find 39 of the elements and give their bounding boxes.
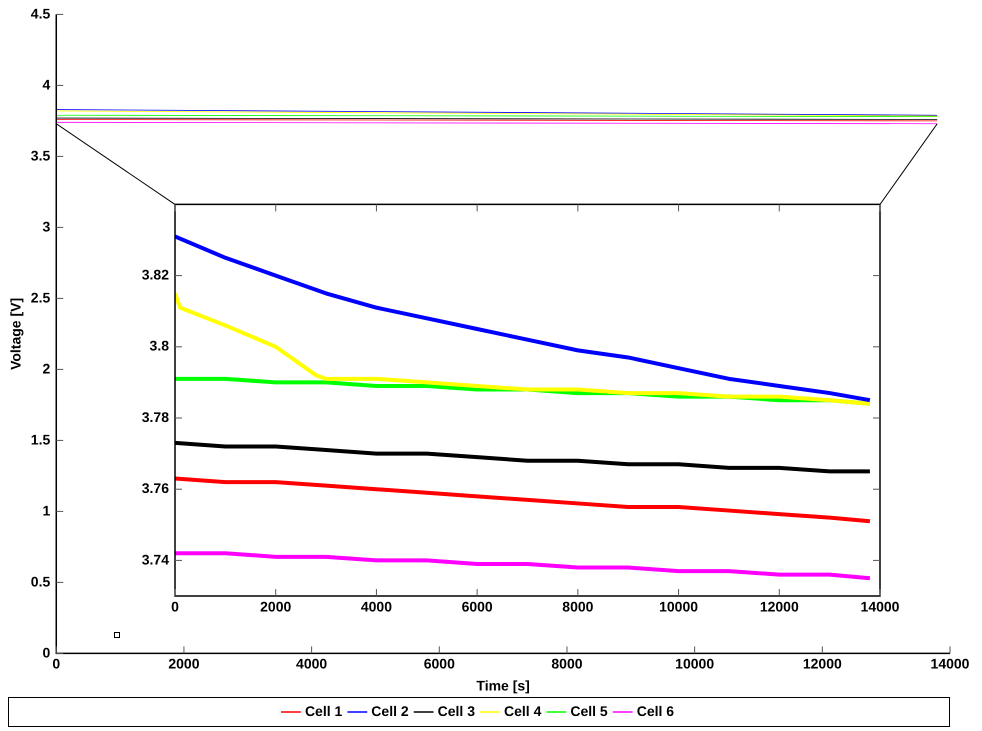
x-tick-label: 4000 — [360, 598, 392, 614]
x-tick-label: 8000 — [562, 598, 594, 614]
legend-label: Cell 1 — [304, 702, 343, 719]
y-tick-label: 2 — [42, 360, 50, 376]
y-tick-label: 2.5 — [30, 289, 50, 306]
legend-label: Cell 2 — [371, 702, 409, 719]
x-tick-label: 4000 — [296, 656, 328, 672]
x-tick-label: 2000 — [260, 598, 292, 614]
x-tick-label: 6000 — [424, 656, 456, 672]
x-tick-label: 14000 — [860, 598, 900, 614]
y-tick-label: 3.8 — [150, 338, 170, 354]
x-tick-label: 12000 — [802, 656, 842, 672]
legend-label: Cell 4 — [504, 702, 542, 719]
y-tick-label: 0 — [42, 644, 50, 660]
x-tick-label: 6000 — [462, 598, 493, 614]
legend-label: Cell 3 — [438, 702, 476, 719]
x-tick-label: 0 — [52, 656, 60, 672]
y-tick-label: 4.5 — [30, 5, 50, 22]
y-tick-label: 1.5 — [30, 431, 50, 448]
y-tick-label: 4 — [42, 76, 50, 92]
x-axis-title: Time [s] — [476, 677, 530, 694]
y-tick-label: 3.5 — [30, 147, 50, 164]
y-tick-label: 3.82 — [142, 266, 170, 282]
x-tick-label: 10000 — [675, 656, 714, 672]
y-tick-label: 3.78 — [142, 408, 170, 425]
x-tick-label: 2000 — [168, 656, 200, 672]
x-tick-label: 14000 — [930, 656, 970, 672]
y-tick-label: 1 — [42, 502, 50, 518]
y-tick-label: 0.5 — [30, 573, 50, 590]
x-tick-label: 0 — [171, 598, 180, 614]
y-tick-label: 3 — [42, 218, 50, 234]
y-tick-label: 3.76 — [142, 480, 170, 496]
x-tick-label: 8000 — [551, 656, 583, 672]
y-axis-title: Voltage [V] — [7, 298, 24, 370]
legend-label: Cell 6 — [636, 702, 674, 719]
y-tick-label: 3.74 — [142, 551, 170, 568]
x-tick-label: 10000 — [659, 598, 698, 614]
legend-label: Cell 5 — [570, 702, 608, 719]
x-tick-label: 12000 — [760, 598, 799, 614]
